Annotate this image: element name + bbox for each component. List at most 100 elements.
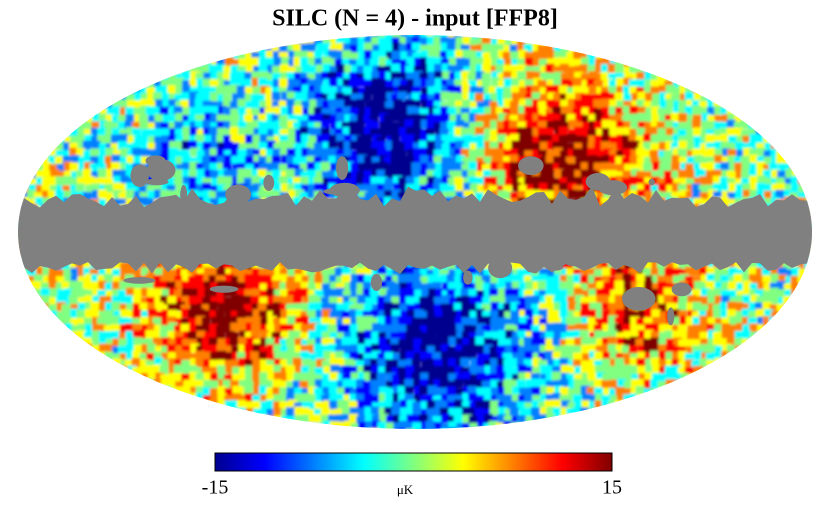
sky-pixel — [125, 295, 135, 305]
sky-pixel — [685, 163, 695, 173]
sky-map — [18, 35, 821, 429]
sky-pixel — [175, 100, 185, 110]
sky-pixel — [378, 70, 388, 80]
sky-pixel — [414, 309, 424, 319]
sky-pixel — [301, 156, 311, 166]
sky-pixel — [581, 142, 591, 152]
sky-pixel — [49, 84, 59, 94]
sky-pixel — [152, 50, 162, 60]
sky-pixel — [18, 280, 25, 290]
sky-pixel — [120, 309, 130, 319]
sky-pixel — [77, 51, 87, 61]
sky-pixel — [713, 288, 723, 298]
sky-pixel — [26, 155, 36, 165]
sky-pixel — [238, 127, 248, 137]
sky-pixel — [125, 317, 135, 327]
sky-pixel — [797, 169, 807, 179]
sky-pixel — [40, 114, 50, 124]
sky-pixel — [595, 260, 605, 270]
sky-pixel — [57, 331, 67, 341]
sky-pixel — [601, 114, 611, 124]
sky-pixel — [98, 71, 108, 81]
sky-pixel — [797, 147, 807, 157]
sky-pixel — [287, 267, 297, 277]
sky-pixel — [474, 126, 484, 136]
sky-pixel — [301, 141, 311, 151]
sky-pixel — [91, 77, 101, 87]
sky-pixel — [334, 128, 344, 138]
sky-pixel — [636, 71, 646, 81]
sky-pixel — [742, 275, 752, 285]
sky-pixel — [145, 63, 155, 73]
sky-pixel — [707, 120, 717, 130]
sky-pixel — [650, 120, 660, 130]
sky-pixel — [105, 128, 115, 138]
sky-pixel — [629, 164, 639, 174]
sky-pixel — [728, 77, 738, 87]
sky-pixel — [244, 289, 254, 299]
sky-pixel — [357, 44, 367, 54]
sky-pixel — [490, 105, 500, 115]
sky-pixel — [811, 219, 812, 229]
sky-pixel — [552, 114, 562, 124]
sky-pixel — [454, 283, 464, 293]
sky-pixel — [250, 99, 260, 109]
sky-pixel — [601, 262, 611, 272]
sky-pixel — [406, 149, 416, 159]
sky-pixel — [357, 93, 367, 103]
sky-pixel — [84, 324, 94, 334]
sky-pixel — [637, 183, 647, 193]
sky-pixel — [540, 324, 550, 334]
sky-pixel — [722, 100, 732, 110]
sky-pixel — [407, 93, 417, 103]
sky-pixel — [775, 177, 785, 187]
sky-pixel — [754, 87, 764, 97]
sky-pixel — [502, 92, 512, 102]
sky-pixel — [132, 100, 142, 110]
sky-pixel — [666, 302, 676, 312]
sky-pixel — [546, 190, 556, 200]
sky-pixel — [117, 115, 127, 125]
sky-pixel — [810, 289, 812, 299]
sky-pixel — [629, 128, 639, 138]
sky-pixel — [652, 35, 662, 41]
sky-pixel — [159, 71, 169, 81]
sky-pixel — [435, 129, 445, 139]
sky-pixel — [71, 36, 81, 46]
sky-pixel — [677, 177, 687, 187]
sky-pixel — [190, 71, 200, 81]
sky-pixel — [488, 288, 498, 298]
sky-pixel — [160, 149, 170, 159]
sky-pixel — [785, 275, 795, 285]
sky-pixel — [804, 93, 812, 103]
sky-pixel — [804, 148, 812, 158]
sky-pixel — [805, 156, 812, 166]
sky-pixel — [812, 156, 821, 165]
sky-pixel — [665, 261, 675, 271]
sky-pixel — [558, 126, 568, 136]
sky-pixel — [505, 170, 515, 180]
sky-pixel — [770, 148, 780, 158]
sky-pixel — [350, 93, 360, 103]
sky-pixel — [84, 114, 94, 124]
sky-pixel — [194, 296, 204, 306]
sky-pixel — [97, 290, 107, 300]
sky-pixel — [497, 274, 507, 284]
sky-pixel — [159, 325, 169, 335]
sky-pixel — [384, 324, 394, 334]
sky-pixel — [104, 135, 114, 145]
sky-pixel — [138, 136, 148, 146]
sky-pixel — [29, 303, 39, 313]
sky-pixel — [189, 161, 199, 171]
sky-pixel — [76, 148, 86, 158]
sky-pixel — [784, 155, 794, 165]
sky-pixel — [278, 44, 288, 54]
sky-pixel — [623, 36, 633, 46]
sky-pixel — [272, 50, 282, 60]
sky-pixel — [665, 84, 675, 94]
sky-pixel — [225, 268, 235, 278]
sky-pixel — [652, 274, 662, 284]
sky-pixel — [251, 175, 261, 185]
sky-pixel — [246, 148, 256, 158]
sky-pixel — [328, 303, 338, 313]
